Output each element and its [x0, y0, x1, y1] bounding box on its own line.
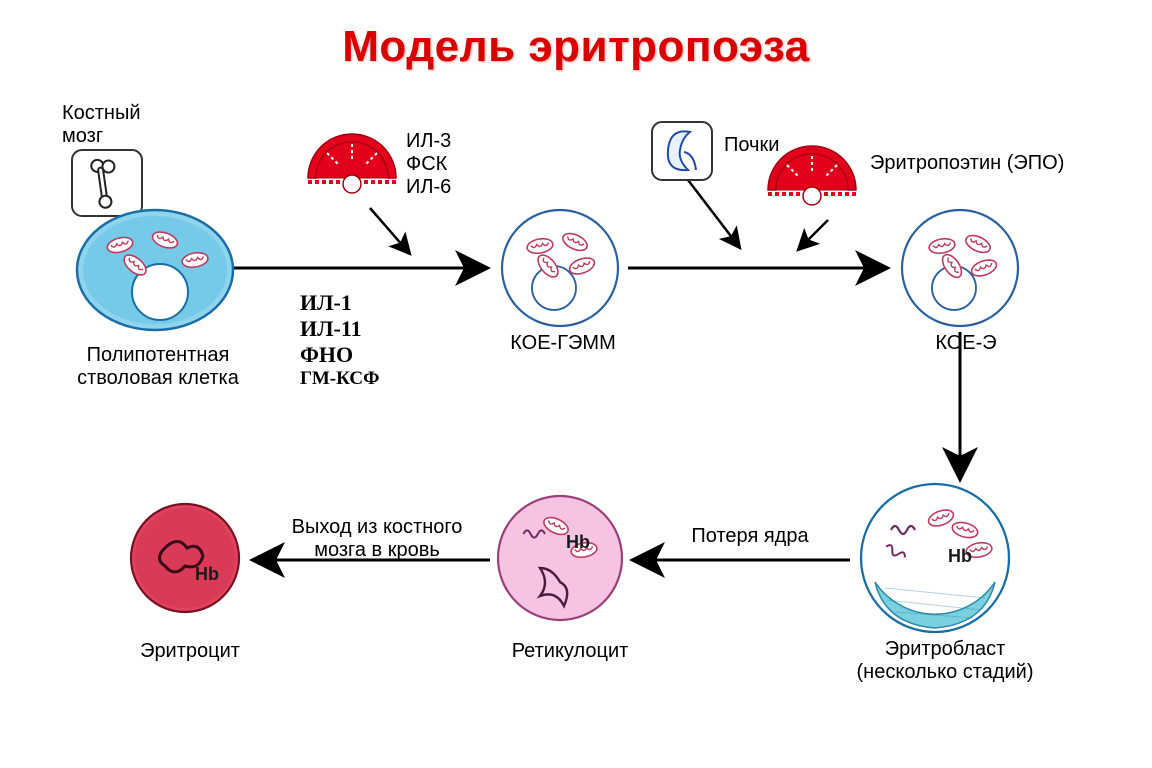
label-erythrocyte: Эритроцит: [120, 640, 260, 663]
erythroblast-cell: [861, 484, 1009, 632]
label-gmksf: ГМ-КСФ: [300, 368, 420, 390]
label-il1: ИЛ-1: [300, 290, 420, 315]
receptor-icon-1: [308, 134, 396, 193]
label-stem-cell: Полипотентнаястволовая клетка: [58, 344, 258, 390]
label-exit-marrow: Выход из костногомозга в кровь: [272, 516, 482, 562]
hb-label-erythroblast: Hb: [948, 546, 972, 567]
label-fsk: ФСК: [406, 153, 486, 176]
arrow-epo-to-path2: [798, 220, 828, 250]
label-cfu-gemm: КОЕ-ГЭММ: [498, 332, 628, 355]
label-cfu-e: КОЕ-Э: [916, 332, 1016, 355]
label-nucleus-loss: Потеря ядра: [660, 525, 840, 548]
label-fno: ФНО: [300, 342, 420, 367]
label-erythroblast: Эритробласт(несколько стадий): [840, 638, 1050, 684]
cfu-gemm-cell: [502, 210, 618, 326]
arrow-kidney-to-path2: [688, 180, 740, 248]
bone-marrow-icon: [72, 150, 142, 216]
arrow-bone-to-stem: [118, 214, 146, 238]
label-kidney: Почки: [724, 134, 804, 157]
label-il6: ИЛ-6: [406, 176, 486, 199]
stem-cell: [77, 210, 233, 330]
hb-label-reticulocyte: Hb: [566, 532, 590, 553]
label-epo: Эритропоэтин (ЭПО): [870, 152, 1130, 175]
label-bone-marrow: Костныймозг: [62, 102, 182, 148]
diagram-title: Модель эритропоэза: [0, 22, 1152, 72]
kidney-icon: [652, 122, 712, 180]
label-il11: ИЛ-11: [300, 316, 420, 341]
arrow-cytokines-to-path1: [370, 208, 410, 254]
cfu-e-cell: [902, 210, 1018, 326]
reticulocyte-cell: [498, 496, 622, 620]
erythrocyte-cell: [131, 504, 239, 612]
label-reticulocyte: Ретикулоцит: [490, 640, 650, 663]
label-il3: ИЛ-3: [406, 130, 486, 153]
hb-label-erythrocyte: Hb: [195, 564, 219, 585]
diagram-stage: { "title": "Модель эритропоэза", "colors…: [0, 0, 1152, 768]
